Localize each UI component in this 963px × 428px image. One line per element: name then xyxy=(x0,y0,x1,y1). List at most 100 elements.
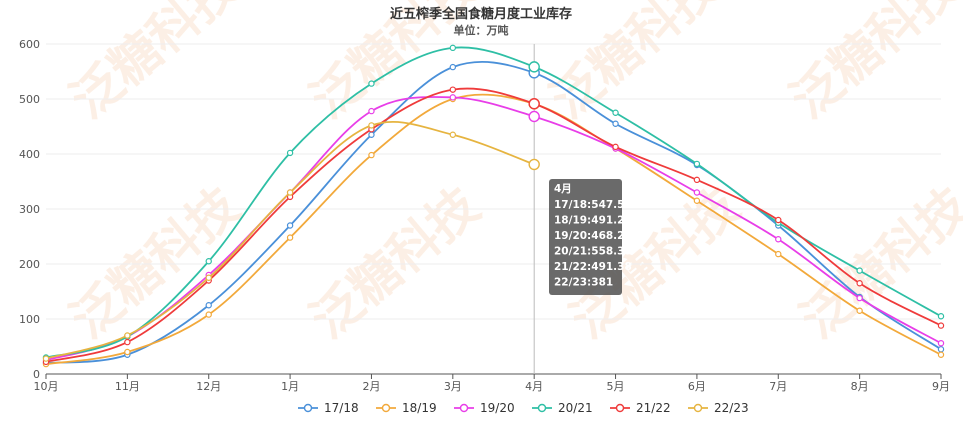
data-point[interactable] xyxy=(937,322,945,329)
data-point[interactable] xyxy=(286,222,294,229)
data-point[interactable] xyxy=(368,122,375,129)
y-tick-label: 0 xyxy=(33,368,40,381)
data-point[interactable] xyxy=(449,86,457,93)
x-tick-label: 11月 xyxy=(115,380,140,393)
data-point[interactable] xyxy=(286,234,294,241)
data-point[interactable] xyxy=(368,131,375,138)
data-point[interactable] xyxy=(693,189,701,196)
legend-label: 20/21 xyxy=(558,401,593,415)
tooltip-box xyxy=(549,179,622,295)
data-point[interactable] xyxy=(775,216,782,224)
x-tick-label: 9月 xyxy=(932,380,950,393)
data-point[interactable] xyxy=(856,294,863,302)
legend-swatch-marker xyxy=(615,403,625,413)
x-tick-label: 1月 xyxy=(281,380,299,393)
y-tick-label: 600 xyxy=(19,38,40,51)
data-point[interactable] xyxy=(856,267,863,274)
data-point[interactable] xyxy=(528,110,540,123)
data-point[interactable] xyxy=(693,160,701,168)
series-22-23 xyxy=(42,121,540,362)
x-tick-label: 8月 xyxy=(851,380,869,393)
data-point[interactable] xyxy=(856,280,863,287)
data-point[interactable] xyxy=(693,176,701,184)
x-tick-label: 3月 xyxy=(444,380,462,393)
y-tick-label: 100 xyxy=(19,313,40,326)
watermark-text: 泛糖科技 xyxy=(60,0,250,130)
watermark-text: 泛糖科技 xyxy=(780,0,963,130)
data-point[interactable] xyxy=(528,61,540,73)
data-point[interactable] xyxy=(612,109,619,116)
legend-item-18-19[interactable]: 18/19 xyxy=(376,401,437,415)
x-tick-label: 7月 xyxy=(769,380,787,393)
data-point[interactable] xyxy=(528,98,540,110)
data-point[interactable] xyxy=(937,340,945,347)
x-axis: 10月 11月 12月 1月 2月 3月 4月 5月 6月 7月 8月 9月 xyxy=(34,44,950,393)
legend-label: 22/23 xyxy=(714,401,749,415)
data-point[interactable] xyxy=(775,236,782,243)
data-point[interactable] xyxy=(449,63,457,71)
y-tick-label: 300 xyxy=(19,203,40,216)
data-point[interactable] xyxy=(693,197,701,204)
x-tick-label: 6月 xyxy=(688,380,706,393)
legend-item-17-18[interactable]: 17/18 xyxy=(298,401,359,415)
data-point[interactable] xyxy=(286,189,294,196)
data-point[interactable] xyxy=(775,250,782,258)
data-point[interactable] xyxy=(124,348,131,356)
tooltip-title: 4月 xyxy=(554,183,572,195)
data-point[interactable] xyxy=(368,151,375,159)
data-point[interactable] xyxy=(937,346,945,353)
tooltip-line: 20/21:558.39 xyxy=(554,246,632,258)
y-tick-label: 200 xyxy=(19,258,40,271)
data-point[interactable] xyxy=(612,143,619,151)
data-point[interactable] xyxy=(856,307,863,314)
x-tick-label: 2月 xyxy=(362,380,380,393)
data-point[interactable] xyxy=(368,80,375,87)
y-tick-label: 500 xyxy=(19,93,40,106)
data-point[interactable] xyxy=(937,313,945,320)
legend-swatch-marker xyxy=(459,403,469,413)
series-line xyxy=(45,96,942,362)
x-tick-label: 10月 xyxy=(34,380,59,393)
data-point[interactable] xyxy=(205,302,212,309)
legend-swatch-marker xyxy=(693,403,703,413)
grid xyxy=(46,43,941,320)
y-axis: 0 100 200 300 400 500 600 xyxy=(19,38,40,381)
data-point[interactable] xyxy=(528,158,540,171)
legend-item-19-20[interactable]: 19/20 xyxy=(454,401,515,415)
watermark-text: 泛糖科技 xyxy=(300,177,490,350)
data-point[interactable] xyxy=(124,332,131,339)
data-point[interactable] xyxy=(42,355,50,362)
chart-title: 近五榨季全国食糖月度工业库存 xyxy=(390,6,572,22)
legend-item-21-22[interactable]: 21/22 xyxy=(610,401,671,415)
data-point[interactable] xyxy=(937,351,945,358)
legend-label: 17/18 xyxy=(324,401,359,415)
tooltip-line: 18/19:491.21 xyxy=(554,215,632,227)
tooltip-line: 19/20:468.21 xyxy=(554,230,632,242)
data-point[interactable] xyxy=(286,149,294,157)
legend-item-20-21[interactable]: 20/21 xyxy=(532,401,593,415)
tooltip-line: 17/18:547.56 xyxy=(554,199,632,211)
legend-label: 21/22 xyxy=(636,401,671,415)
data-point[interactable] xyxy=(449,131,457,138)
legend-item-22-23[interactable]: 22/23 xyxy=(688,401,749,415)
data-point[interactable] xyxy=(449,94,457,101)
data-point[interactable] xyxy=(124,338,131,346)
chart-subtitle: 单位：万吨 xyxy=(454,23,509,37)
series-line xyxy=(45,93,942,365)
data-point[interactable] xyxy=(612,120,619,127)
data-point[interactable] xyxy=(368,107,375,115)
x-tick-label: 5月 xyxy=(607,380,625,393)
data-point[interactable] xyxy=(205,274,212,281)
legend-swatch-marker xyxy=(381,403,391,413)
legend[interactable]: 17/18 18/19 19/20 20/21 21/22 22/23 xyxy=(298,401,749,415)
data-point[interactable] xyxy=(449,44,457,52)
series-layer xyxy=(42,44,945,368)
tooltip-line: 22/23:381 xyxy=(554,277,613,289)
x-tick-label: 4月 xyxy=(525,380,543,393)
legend-label: 18/19 xyxy=(402,401,437,415)
y-tick-label: 400 xyxy=(19,148,40,161)
data-point[interactable] xyxy=(205,311,212,318)
data-point[interactable] xyxy=(205,258,212,265)
